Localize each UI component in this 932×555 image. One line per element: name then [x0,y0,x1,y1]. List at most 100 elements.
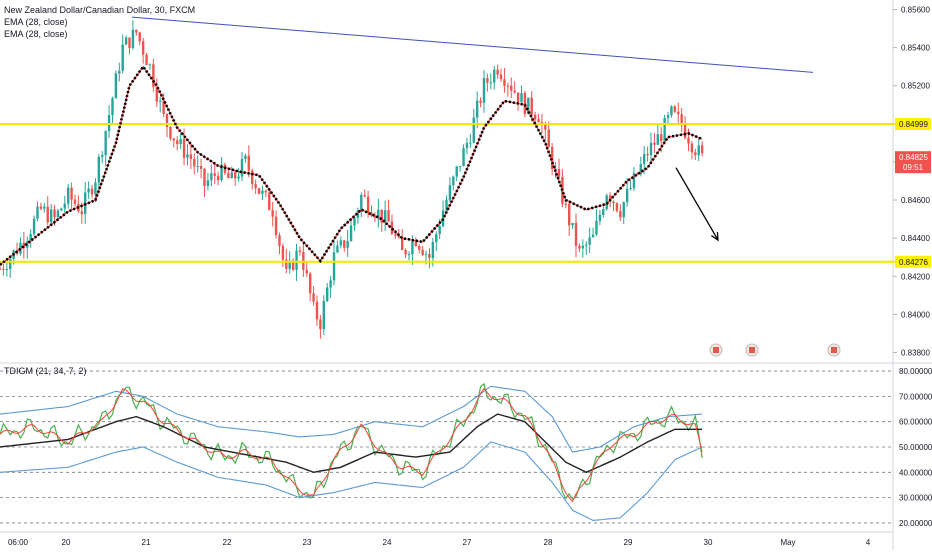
candle-body [475,100,479,118]
candle-body [585,244,588,246]
candle-body [46,206,49,223]
candle-body [588,237,591,245]
candle-body [240,158,244,177]
candle-body [305,269,308,274]
candle-body [261,190,264,194]
candle-body [179,138,182,145]
candle-body [360,194,363,211]
candle-body [220,164,223,181]
candle-body [469,142,472,144]
candle-body [452,176,455,186]
oscillator-legend[interactable]: TDIGM (21, 34, 7, 2) [4,366,87,376]
candle-body [533,114,537,120]
candle-body [128,37,131,48]
candle-body [642,154,646,165]
candle-body [421,249,424,256]
candle-body [203,168,206,186]
candle-body [598,214,602,221]
candle-body [268,192,271,211]
candle-body [216,175,220,181]
time-tick-label: 29 [624,538,633,547]
osc-tick-label: 80.00000 [899,367,932,376]
candle-body [145,54,148,66]
time-tick-label: 27 [463,538,472,547]
candle-body [356,210,360,218]
candle-body [121,44,124,71]
candle-body [397,235,400,238]
candle-body [557,168,561,177]
candle-body [264,190,268,193]
candle-body [435,234,438,243]
symbol-title[interactable]: New Zealand Dollar/Canadian Dollar, 30, … [4,5,196,15]
candle-body [210,173,213,181]
candle-body [213,173,216,176]
candle-body [66,187,70,204]
osc-tick-label: 20.00000 [899,519,932,528]
candle-body [428,254,431,258]
price-tick-label: 0.84400 [901,234,930,243]
candle-body [458,166,462,168]
candle-body [639,164,642,175]
candle-body [124,37,128,45]
candle-body [591,234,595,238]
candle-body [9,258,12,270]
event-flag-icon-mark [831,347,837,353]
candle-body [135,29,138,33]
candle-body [152,64,155,87]
candle-body [431,242,435,258]
candle-body [418,245,421,250]
osc-upper-band [0,385,703,453]
candle-body [438,226,441,235]
ema-legend-1[interactable]: EMA (28, close) [4,17,68,27]
candle-body [199,165,203,169]
candle-body [2,268,5,270]
ema-legend-2[interactable]: EMA (28, close) [4,29,68,39]
candle-body [673,106,677,112]
event-flag-icon-mark [713,347,719,353]
time-tick-label: 4 [866,538,871,547]
candle-body [312,293,315,302]
candle-body [141,41,145,55]
candle-body [251,170,254,185]
time-tick-label: 20 [62,538,71,547]
candle-body [516,92,520,103]
candle-body [482,78,486,103]
candle-body [479,100,482,103]
candle-body [612,201,615,204]
candle-body [493,69,496,83]
current-price-label: 0.84825 [899,153,928,162]
candle-body [663,117,666,142]
forecast-arrow [675,167,719,241]
time-tick-label: 06:00 [8,538,29,547]
candle-body [513,90,516,93]
candle-body [547,129,550,147]
price-tick-label: 0.84000 [901,310,930,319]
candle-body [383,210,387,223]
candle-body [530,97,533,115]
candle-body [366,196,370,213]
candle-body [486,78,489,83]
trendline [131,16,814,73]
candle-body [101,155,104,157]
candle-body [90,188,94,195]
candle-body [162,100,165,114]
candle-body [619,210,622,218]
candle-body [271,210,274,217]
candle-body [503,79,506,86]
candle-body [660,134,663,142]
candle-body [193,158,196,167]
candle-body [104,131,107,156]
candle-body [568,203,571,226]
candle-body [653,142,656,145]
candle-body [629,188,632,190]
resistance-price-label: 0.84999 [899,120,928,129]
candle-body [182,138,186,158]
time-tick-label: May [780,538,795,547]
candle-body [155,86,158,102]
candle-body [80,211,84,214]
candle-body [186,154,189,158]
candle-body [377,209,380,218]
candle-body [172,138,176,141]
candle-body [694,152,697,156]
